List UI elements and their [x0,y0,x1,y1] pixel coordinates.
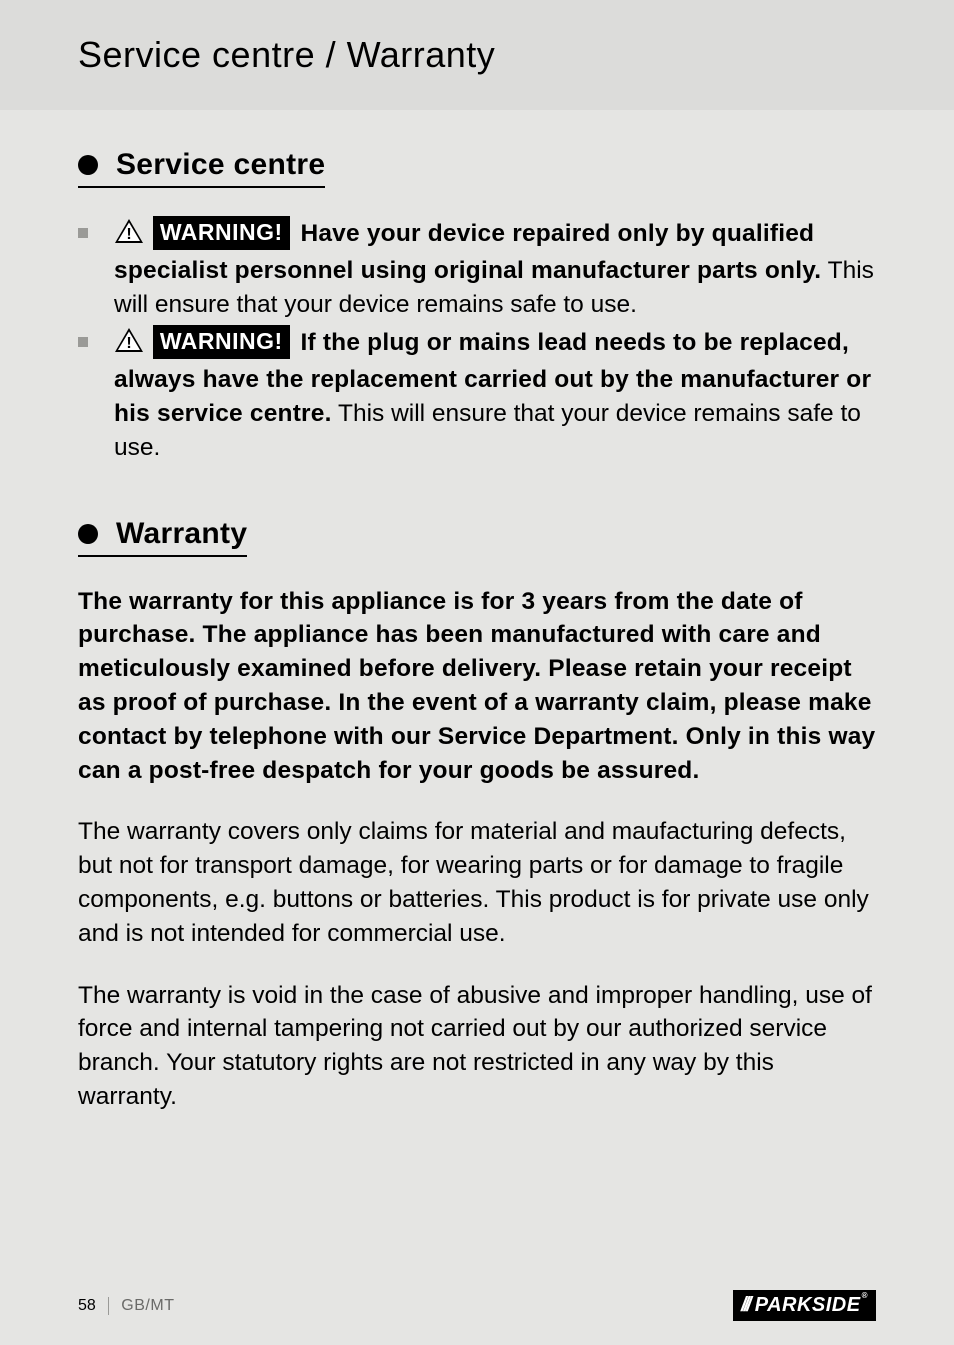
warning-list-item: ! WARNING! Have your device repaired onl… [78,216,876,321]
warning-list-item: ! WARNING! If the plug or mains lead nee… [78,325,876,464]
svg-text:!: ! [126,335,131,352]
brand-logo: /// PARKSIDE® [733,1290,876,1321]
warning-badge: WARNING! [153,325,290,359]
page-header-title: Service centre / Warranty [78,34,495,76]
warranty-intro-paragraph: The warranty for this appliance is for 3… [78,585,876,788]
footer-divider-icon [108,1297,110,1315]
section-heading-service-centre: Service centre [78,148,325,188]
svg-text:!: ! [126,226,131,243]
brand-slashes-icon: /// [741,1294,749,1317]
warranty-void-paragraph: The warranty is void in the case of abus… [78,979,876,1114]
warning-triangle-icon: ! [114,218,144,254]
page-footer: 58 GB/MT /// PARKSIDE® [0,1290,954,1321]
locale-code: GB/MT [121,1297,174,1315]
section-heading-text: Warranty [116,517,247,551]
section-heading-text: Service centre [116,148,325,182]
section-bullet-icon [78,155,98,175]
list-item-body: ! WARNING! Have your device repaired onl… [114,216,876,321]
section-heading-warranty: Warranty [78,517,247,557]
list-bullet-icon [78,228,88,238]
warning-badge: WARNING! [153,216,290,250]
list-item-body: ! WARNING! If the plug or mains lead nee… [114,325,876,464]
page-number: 58 [78,1297,96,1315]
brand-name: PARKSIDE® [755,1294,868,1317]
section-bullet-icon [78,524,98,544]
list-bullet-icon [78,337,88,347]
warranty-coverage-paragraph: The warranty covers only claims for mate… [78,815,876,950]
footer-left: 58 GB/MT [78,1297,174,1315]
content-area: Service centre ! WARNING! Have your devi… [0,110,954,1114]
warning-triangle-icon: ! [114,327,144,363]
header-band: Service centre / Warranty [0,0,954,110]
